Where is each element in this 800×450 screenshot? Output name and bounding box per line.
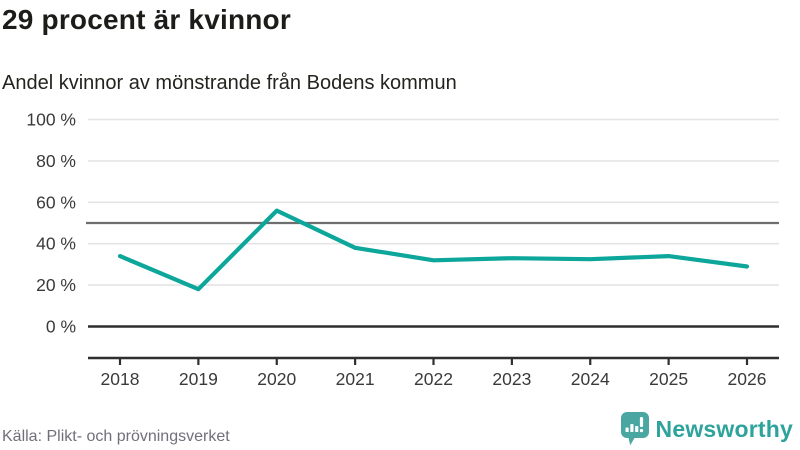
bar-chart-glyph xyxy=(625,417,643,433)
svg-text:2026: 2026 xyxy=(728,369,767,389)
svg-text:2023: 2023 xyxy=(492,369,531,389)
gridlines xyxy=(88,118,779,328)
svg-text:100 %: 100 % xyxy=(26,110,76,130)
svg-text:0 %: 0 % xyxy=(46,317,76,337)
chart-subtitle: Andel kvinnor av mönstrande från Bodens … xyxy=(2,72,457,94)
page-title: 29 procent är kvinnor xyxy=(2,4,291,35)
svg-text:2024: 2024 xyxy=(571,369,610,389)
newsworthy-bubble-chart-icon xyxy=(620,412,649,446)
x-axis-tick-labels: 2018 2019 2020 2021 2022 2023 2024 2025 2026 xyxy=(101,369,767,389)
y-axis-tick-labels: 0 % 20 % 40 % 60 % 80 % 100 % xyxy=(26,110,76,337)
newsworthy-wordmark: Newsworthy xyxy=(655,415,793,442)
svg-text:40 %: 40 % xyxy=(36,234,76,254)
svg-text:2018: 2018 xyxy=(101,369,140,389)
x-axis xyxy=(88,356,779,365)
svg-text:20 %: 20 % xyxy=(36,275,76,295)
source-attribution: Källa: Plikt- och prövningsverket xyxy=(2,428,230,445)
svg-text:80 %: 80 % xyxy=(36,151,76,171)
svg-text:2025: 2025 xyxy=(649,369,688,389)
svg-text:60 %: 60 % xyxy=(36,192,76,212)
svg-text:2020: 2020 xyxy=(257,369,296,389)
svg-text:2019: 2019 xyxy=(179,369,218,389)
data-line-series xyxy=(117,208,750,292)
svg-text:2021: 2021 xyxy=(336,369,375,389)
svg-text:2022: 2022 xyxy=(414,369,453,389)
newsworthy-logo: Newsworthy xyxy=(620,412,793,446)
